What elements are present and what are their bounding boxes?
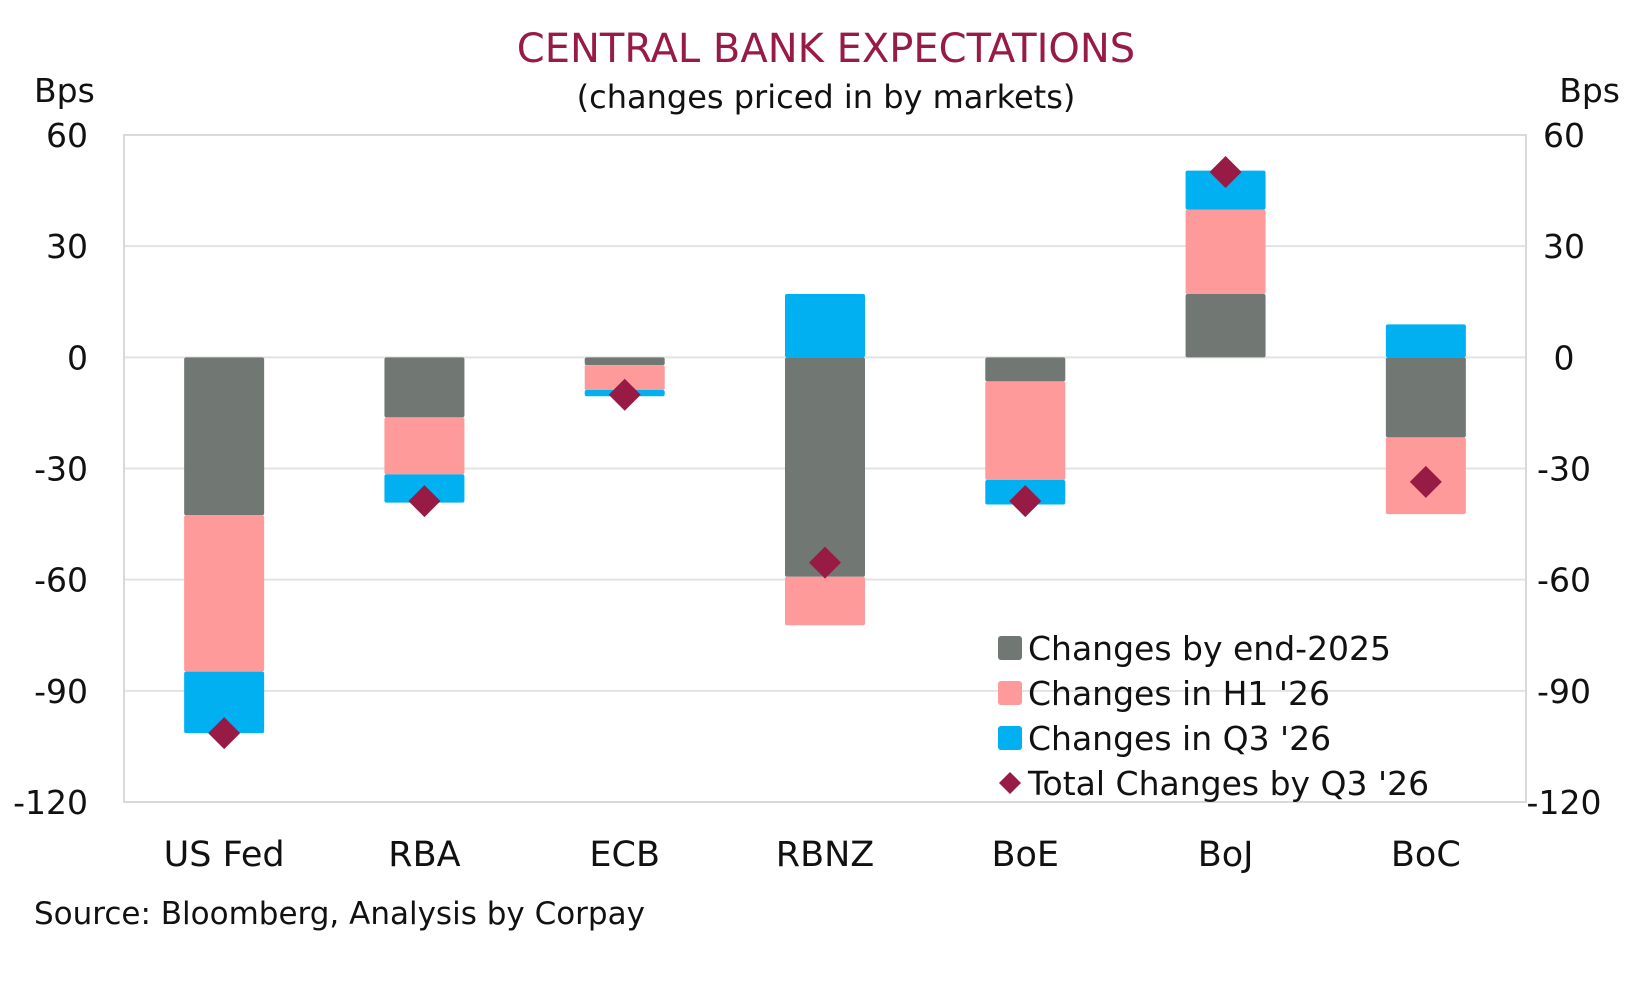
y-tick-label-right: -120 (1527, 783, 1602, 822)
bar-segment (1185, 209, 1266, 294)
total-marker (608, 378, 641, 411)
y-axis-left: 60 30 0 -30 -60 -90 -120 (13, 116, 88, 822)
y-tick-label-left: 60 (46, 116, 88, 155)
x-tick-label: US Fed (164, 835, 285, 875)
bar-segment (384, 357, 465, 418)
bar-segment (1185, 170, 1266, 210)
y-tick-label-left: -90 (34, 672, 88, 711)
bar-segment (584, 365, 665, 390)
y-tick-label-left: 0 (67, 338, 88, 377)
bar-segment (985, 381, 1066, 480)
total-marker (1409, 465, 1442, 498)
bar-segment (1385, 357, 1466, 438)
y-axis-right: 60 30 0 -30 -60 -90 -120 (1527, 116, 1602, 822)
y-tick-label-left: -30 (34, 450, 88, 489)
legend-swatch (998, 726, 1022, 750)
legend-label: Changes in H1 '26 (1028, 674, 1330, 713)
total-marker (208, 717, 241, 750)
plot-area-frame (123, 134, 1527, 803)
legend-swatch (998, 636, 1022, 660)
legend: Changes by end-2025 Changes in H1 '26 Chan… (998, 629, 1429, 803)
y-tick-label-left: -120 (13, 783, 88, 822)
bar-segment (1185, 293, 1266, 358)
bar-segment (785, 576, 865, 626)
total-marker (1209, 156, 1242, 189)
bar-segment (384, 417, 465, 475)
bar-segment (785, 293, 865, 358)
bar-segment (184, 671, 265, 734)
bar-segment (584, 357, 665, 366)
x-tick-label: RBNZ (776, 835, 875, 875)
bar-segment (184, 357, 265, 516)
x-axis: US Fed RBA ECB RBNZ BoE BoJ BoC (164, 835, 1461, 875)
chart-title: CENTRAL BANK EXPECTATIONS (517, 26, 1135, 72)
total-marker (408, 485, 441, 518)
x-tick-label: RBA (388, 835, 460, 875)
total-marker (809, 546, 841, 579)
legend-label: Total Changes by Q3 '26 (1027, 764, 1429, 803)
legend-diamond-icon (999, 772, 1021, 794)
y-axis-label-right: Bps (1559, 71, 1620, 110)
legend-label: Changes in Q3 '26 (1028, 719, 1331, 758)
total-marker (1009, 485, 1042, 518)
x-tick-label: BoJ (1198, 835, 1254, 875)
x-tick-label: BoE (992, 835, 1060, 875)
y-tick-label-right: -30 (1537, 450, 1591, 489)
bar-segment (985, 357, 1066, 382)
bar-segment (785, 357, 865, 577)
y-axis-label-left: Bps (34, 71, 95, 110)
y-tick-label-right: 30 (1543, 227, 1585, 266)
y-tick-label-right: -60 (1537, 561, 1591, 600)
source-note: Source: Bloomberg, Analysis by Corpay (34, 896, 645, 932)
y-tick-label-right: 0 (1554, 338, 1575, 377)
x-tick-label: ECB (589, 835, 660, 875)
legend-label: Changes by end-2025 (1028, 629, 1391, 668)
y-tick-label-right: 60 (1543, 116, 1585, 155)
markers (208, 156, 1442, 750)
y-tick-label-right: -90 (1537, 672, 1591, 711)
x-tick-label: BoC (1391, 835, 1461, 875)
bar-segment (184, 515, 265, 672)
legend-swatch (998, 681, 1022, 705)
y-tick-label-left: -60 (34, 561, 88, 600)
y-tick-label-left: 30 (46, 227, 88, 266)
chart-subtitle: (changes priced in by markets) (577, 78, 1076, 116)
bars (184, 170, 1466, 734)
bar-segment (1385, 324, 1466, 358)
